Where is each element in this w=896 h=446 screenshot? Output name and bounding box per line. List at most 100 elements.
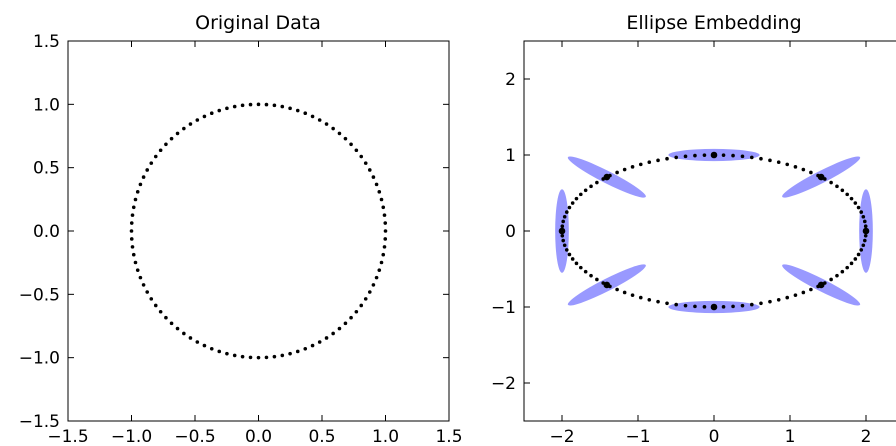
data-point xyxy=(331,126,335,131)
data-point xyxy=(209,346,214,351)
data-point xyxy=(153,154,158,159)
data-point xyxy=(740,154,745,159)
data-point xyxy=(840,269,845,274)
y-tick-label: 1.0 xyxy=(33,95,60,115)
y-tick-label: −2 xyxy=(491,374,516,394)
data-point xyxy=(232,104,237,109)
data-point xyxy=(371,175,376,179)
data-point xyxy=(583,269,588,274)
data-point xyxy=(337,326,342,331)
data-point xyxy=(248,102,253,107)
data-point xyxy=(615,170,619,175)
data-point xyxy=(656,158,660,163)
data-point xyxy=(149,297,154,301)
data-point xyxy=(561,238,565,243)
data-point xyxy=(202,114,207,119)
anchor-point xyxy=(603,281,611,289)
data-point xyxy=(750,302,754,307)
data-point xyxy=(630,293,635,297)
data-point xyxy=(195,118,200,122)
data-point xyxy=(240,103,245,108)
data-point xyxy=(349,315,353,320)
data-point xyxy=(840,188,845,193)
data-point xyxy=(232,353,237,358)
anchor-point xyxy=(710,151,718,159)
data-point xyxy=(217,349,222,354)
data-point xyxy=(702,305,707,309)
data-point xyxy=(209,111,214,116)
data-point xyxy=(638,162,643,167)
data-point xyxy=(829,277,833,282)
data-point xyxy=(562,243,567,248)
data-point xyxy=(317,118,322,122)
data-point xyxy=(310,343,315,348)
y-tick-label: 0.5 xyxy=(33,159,60,179)
data-point xyxy=(374,182,379,187)
x-tick-label: 1 xyxy=(785,427,796,446)
data-point xyxy=(382,213,387,217)
y-tick-label: −1.0 xyxy=(19,349,60,369)
data-point xyxy=(256,355,261,360)
data-point xyxy=(158,148,163,153)
data-point xyxy=(164,315,168,320)
data-point xyxy=(202,343,207,348)
anchor-point xyxy=(710,303,718,311)
y-tick-label: 0.0 xyxy=(33,222,60,242)
data-point xyxy=(131,252,136,257)
data-point xyxy=(382,245,387,249)
data-point xyxy=(740,303,745,308)
data-point xyxy=(759,156,763,161)
chart-original-data: Original Data −1.5 −1.0 −0.5 0.0 0.5 1.0 1.5 −1… xyxy=(19,12,463,446)
data-point xyxy=(145,168,150,172)
data-point xyxy=(638,295,643,300)
data-point xyxy=(574,196,579,201)
data-point xyxy=(595,277,599,282)
data-point xyxy=(303,346,308,351)
data-point xyxy=(721,305,726,309)
y-tick-label: −1.5 xyxy=(19,412,60,432)
data-point xyxy=(793,293,798,297)
data-point xyxy=(359,154,364,159)
data-point xyxy=(859,248,864,252)
data-point xyxy=(374,275,379,280)
data-point xyxy=(188,122,193,126)
data-point xyxy=(776,297,781,302)
anchor-point xyxy=(862,227,870,235)
x-tick-label: −0.5 xyxy=(174,427,215,446)
data-point xyxy=(863,219,867,224)
data-point xyxy=(129,221,134,225)
data-point xyxy=(583,188,588,193)
data-point xyxy=(665,301,669,306)
x-tick-label: 2 xyxy=(861,427,872,446)
data-point xyxy=(225,106,229,111)
data-point xyxy=(622,167,627,172)
data-point xyxy=(721,153,726,157)
data-point xyxy=(683,303,688,308)
x-tick-label: 0.5 xyxy=(308,427,335,446)
x-tick-label: −1 xyxy=(625,427,650,446)
data-point xyxy=(801,290,806,295)
data-point xyxy=(331,331,335,336)
data-point xyxy=(377,190,382,194)
data-point xyxy=(785,162,790,167)
data-point xyxy=(182,126,186,131)
data-point xyxy=(337,131,342,136)
data-point xyxy=(141,283,146,287)
y-tick-label: −1 xyxy=(491,298,516,318)
data-point xyxy=(153,303,158,308)
data-point xyxy=(849,261,854,266)
data-point xyxy=(288,351,292,356)
data-point xyxy=(343,321,348,326)
y-tick-label: 2 xyxy=(505,70,516,90)
data-point xyxy=(560,233,565,238)
data-point xyxy=(647,160,652,165)
data-point xyxy=(759,301,763,306)
data-point xyxy=(768,158,772,163)
data-point xyxy=(359,303,364,308)
anchor-point xyxy=(817,173,825,181)
x-tick-label: −1.5 xyxy=(47,427,88,446)
data-point xyxy=(280,104,285,109)
data-point xyxy=(141,175,146,179)
chart-title: Ellipse Embedding xyxy=(626,12,801,34)
data-point xyxy=(256,102,261,107)
